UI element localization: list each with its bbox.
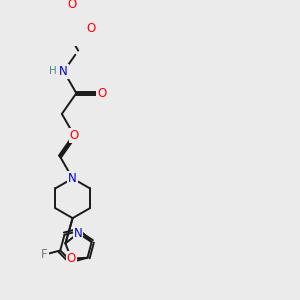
Text: O: O <box>70 129 79 142</box>
Text: O: O <box>68 0 77 11</box>
Text: O: O <box>86 22 95 35</box>
Text: O: O <box>67 252 76 265</box>
Text: F: F <box>41 248 48 261</box>
Text: N: N <box>74 227 82 240</box>
Text: N: N <box>59 65 68 78</box>
Text: O: O <box>97 87 106 100</box>
Text: N: N <box>68 172 77 185</box>
Text: H: H <box>49 66 57 76</box>
